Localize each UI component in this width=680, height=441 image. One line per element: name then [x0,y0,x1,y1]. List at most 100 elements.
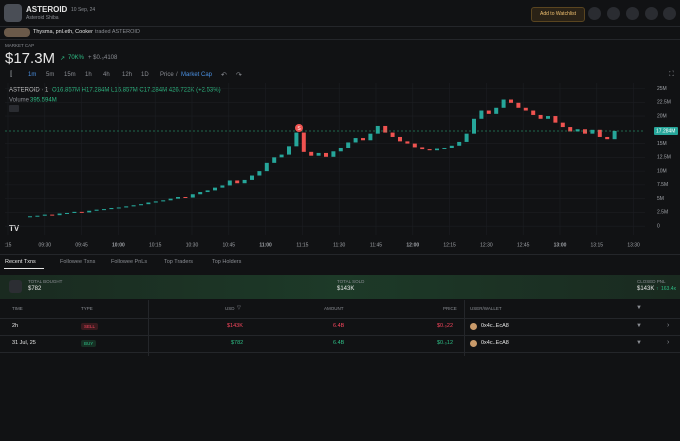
candle [65,212,69,214]
candle [405,141,410,144]
price-chart: ASTEROID · 1 O16.857M H17.284M L16.857M … [5,83,678,248]
candle [509,99,513,103]
candle [42,214,47,216]
x-tick-label: 11:15 [296,242,308,248]
filter-icon[interactable]: ▼ [636,305,642,311]
candle [28,216,32,218]
filter-icon[interactable]: ▼ [636,340,642,346]
x-tick-label: 09:30 [39,242,52,248]
indicator-button[interactable]: ⫿ [10,71,13,78]
row-chevron[interactable]: › [667,322,670,329]
interval-button[interactable]: 1D [141,72,149,78]
candle [183,197,188,198]
x-tick-label: :15 [5,242,12,248]
candle [449,145,454,148]
candle [72,211,77,213]
tab[interactable]: Top Traders [164,259,194,265]
interval-button[interactable]: 5m [46,72,55,78]
candle [190,194,195,198]
ohlc-values: O16.857M H17.284M L16.857M C17.284M 426.… [52,88,221,94]
y-tick-label: 25M [657,86,667,92]
volume-label: Volume [9,98,30,104]
candle [583,129,587,134]
price-toggle[interactable]: Price [160,72,174,78]
candle [242,179,247,184]
tab[interactable]: Top Holders [212,259,242,265]
candle [560,122,565,128]
column-header: AMOUNT [324,306,344,311]
candle [435,148,439,151]
last-price-box [654,127,678,136]
divider [0,254,680,255]
row-time: 2h [12,323,19,329]
market-cap-toggle[interactable]: Market Cap [181,72,213,78]
fullscreen-button[interactable]: ⛶ [669,71,674,78]
x-tick-label: 12:30 [480,242,493,248]
explorer-link[interactable] [626,7,639,20]
candle [553,116,558,123]
candle [420,147,425,150]
column-header: TYPE [81,306,93,311]
candle [398,136,402,142]
candle [464,133,469,142]
candle [35,215,40,217]
telegram-link[interactable] [607,7,620,20]
interval-button[interactable]: 12h [122,72,133,78]
row-wallet[interactable]: 0x4c..EcA8 [481,340,509,346]
candle [264,162,269,172]
candle [324,152,328,157]
y-tick-label: 12.5M [657,155,671,161]
undo-button[interactable]: ↶ [221,72,227,79]
candle [457,141,462,146]
total-bought: $782 [28,286,42,292]
tab[interactable]: Followee Txns [60,259,96,265]
x-tick-label: 13:00 [554,242,567,248]
redo-button[interactable]: ↷ [236,72,242,79]
x-tick-label: 10:45 [223,242,236,248]
toggle-separator: / [176,72,178,78]
candle [368,133,373,141]
x-link[interactable] [588,7,601,20]
interval-button[interactable]: 15m [64,72,76,78]
settings-button[interactable] [663,7,676,20]
website-link[interactable] [645,7,658,20]
candle [57,213,62,216]
row-wallet[interactable]: 0x4c..EcA8 [481,323,509,329]
row-usd: $782 [231,340,244,346]
row-price: $0.₀22 [437,323,454,329]
market-cap-label: MARKET CAP [5,43,35,48]
watchlist-button[interactable]: Add to Watchlist [531,7,585,22]
type-badge: BUY [81,340,97,347]
candle [590,129,595,134]
candle [153,201,158,203]
closed-pnl-label: CLOSED PNL [637,279,666,284]
token-full-name: Asteroid Shiba [26,15,59,21]
filter-icon[interactable]: ▽ [237,305,241,311]
candle [146,202,151,205]
candle [575,129,580,132]
collapse-button[interactable] [9,105,19,112]
tradingview-logo: TV [9,224,20,233]
filter-icon[interactable]: ▼ [636,323,642,329]
tab[interactable]: Followee PnLs [111,259,148,265]
candle [94,209,99,211]
interval-button[interactable]: 1m [28,72,37,78]
x-tick-label: 11:45 [370,242,382,248]
candle [287,146,291,155]
y-tick-label: 7.5M [657,182,668,188]
tab-underline [4,268,44,269]
wallet-avatar [470,340,477,347]
row-chevron[interactable]: › [667,339,670,346]
candle [309,151,314,156]
token-date: 10 Sep, 24 [71,7,96,13]
candle [87,210,92,213]
candle [383,125,388,133]
tab[interactable]: Recent Txns [5,259,36,265]
interval-button[interactable]: 4h [103,72,110,78]
candle [597,129,602,137]
candle [250,175,254,180]
y-tick-label: 0 [657,224,660,230]
candle [124,206,129,208]
divider [0,352,680,353]
interval-button[interactable]: 1h [85,72,92,78]
